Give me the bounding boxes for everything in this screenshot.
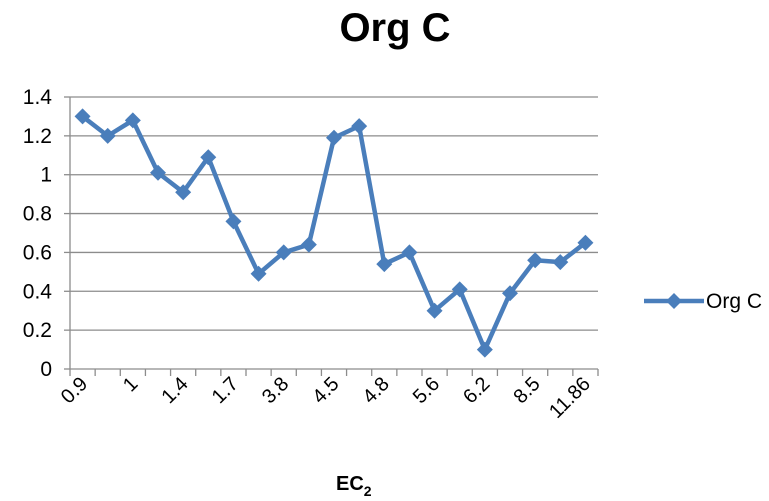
- data-point-marker: [426, 302, 443, 319]
- y-tick-label: 0.6: [23, 241, 52, 264]
- data-point-marker: [300, 236, 317, 253]
- data-point-marker: [577, 234, 594, 251]
- y-tick-label: 0.2: [23, 319, 52, 342]
- data-point-marker: [99, 127, 116, 144]
- data-point-marker: [476, 341, 493, 358]
- data-point-marker: [200, 149, 217, 166]
- x-tick-label: 1.4: [157, 373, 192, 408]
- legend-label: Org C: [706, 290, 762, 313]
- x-axis-label: EC2: [336, 473, 372, 499]
- x-tick-label: 1.7: [208, 373, 243, 408]
- chart-title: Org C: [339, 6, 451, 50]
- data-point-marker: [552, 254, 569, 271]
- y-tick-label: 0.4: [23, 280, 53, 303]
- data-point-marker: [401, 244, 418, 261]
- data-point-marker: [275, 244, 292, 261]
- y-tick-label: 0: [40, 358, 52, 381]
- data-point-marker: [351, 118, 368, 135]
- axes: [64, 96, 599, 376]
- x-tick-label: 1: [119, 373, 142, 396]
- series-org-c: [74, 108, 594, 358]
- x-tick-label: 4.8: [359, 373, 394, 408]
- y-tick-label: 0.8: [23, 203, 52, 226]
- x-axis-label-main: EC: [336, 473, 364, 495]
- x-tick-label: 5.6: [409, 373, 444, 408]
- y-tick-label: 1: [40, 164, 52, 187]
- x-tick-label: 0.9: [57, 373, 92, 408]
- x-tick-label: 4.5: [308, 373, 343, 408]
- data-point-marker: [527, 252, 544, 269]
- legend-marker: [666, 293, 682, 309]
- x-tick-label: 11.86: [545, 373, 595, 423]
- x-axis-label-subscript: 2: [364, 483, 372, 499]
- data-point-marker: [451, 281, 468, 298]
- y-tick-label: 1.2: [23, 125, 52, 148]
- data-point-marker: [376, 256, 393, 273]
- x-tick-labels: 0.9 1 1.4 1.7 3.8 4.5 4.8 5.6 6.2 8.5 11.86: [57, 373, 595, 423]
- data-point-marker: [150, 164, 166, 181]
- data-point-marker: [326, 129, 342, 146]
- data-point-marker: [250, 265, 267, 282]
- y-tick-label: 1.4: [23, 86, 53, 109]
- data-point-marker: [74, 108, 91, 125]
- data-point-marker: [502, 285, 518, 302]
- data-point-marker: [124, 112, 141, 129]
- x-tick-label: 6.2: [459, 373, 494, 408]
- series-line: [81, 114, 587, 352]
- legend: Org C: [644, 290, 762, 313]
- y-tick-labels: 0 0.2 0.4 0.6 0.8 1 1.2 1.4: [23, 86, 53, 381]
- data-point-marker: [225, 213, 242, 230]
- x-tick-label: 8.5: [509, 373, 544, 408]
- x-tick-label: 3.8: [258, 373, 293, 408]
- data-point-marker: [175, 184, 192, 201]
